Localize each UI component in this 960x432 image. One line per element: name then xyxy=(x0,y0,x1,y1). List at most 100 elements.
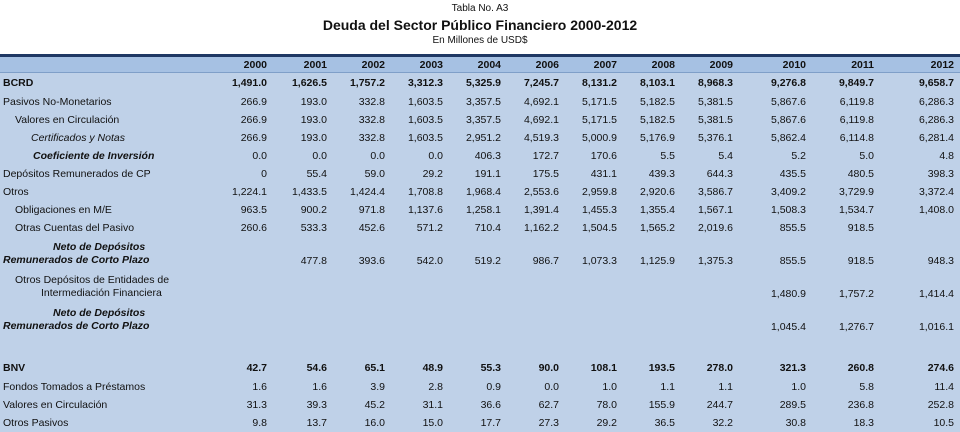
column-header: 2010 xyxy=(739,55,812,73)
value-cell: 175.5 xyxy=(532,168,559,180)
row-label: BNV xyxy=(0,358,215,378)
value-cell: 0.0 xyxy=(370,150,385,162)
value-cell: 45.2 xyxy=(364,399,385,411)
value-cell: 2,959.8 xyxy=(581,186,617,198)
value-cell: 0.0 xyxy=(312,150,327,162)
row-label-line: Pasivos No-Monetarios xyxy=(3,95,112,108)
value-cell: 5.8 xyxy=(859,381,874,393)
value-cell: 5,182.5 xyxy=(639,114,675,126)
value-cell: 918.5 xyxy=(847,255,874,267)
value-cell: 519.2 xyxy=(474,255,501,267)
table-row: Valores en Circulación 266.9 193.0 332.8 1,6… xyxy=(0,111,960,129)
row-label: Fondos Tomados a Préstamos xyxy=(0,378,215,396)
empty-cell xyxy=(507,303,565,336)
value-cell: 986.7 xyxy=(532,255,559,267)
value-cell: 1,045.4 xyxy=(770,321,806,333)
row-label: Valores en Circulación xyxy=(0,111,215,129)
value-cell: 1,757.2 xyxy=(838,288,874,300)
table-row: BNV 42.7 54.6 65.1 48.9 55.3 90.0 108.1 193.5 278… xyxy=(0,358,960,378)
value-cell: 963.5 xyxy=(240,204,267,216)
value-cell: 172.7 xyxy=(532,150,559,162)
row-label-line: Otros Pasivos xyxy=(3,416,69,429)
value-cell: 29.2 xyxy=(596,417,617,429)
row-label: Obligaciones en M/E xyxy=(0,201,215,219)
value-cell: 36.6 xyxy=(480,399,501,411)
value-cell: 1,603.5 xyxy=(407,96,443,108)
value-cell: 1,408.0 xyxy=(918,204,954,216)
row-label: Otros xyxy=(0,183,215,201)
row-label-line: Coeficiente de Inversión xyxy=(33,149,155,162)
value-cell: 855.5 xyxy=(779,255,806,267)
value-cell: 266.9 xyxy=(240,114,267,126)
value-cell: 1,137.6 xyxy=(407,204,443,216)
value-cell: 2,553.6 xyxy=(523,186,559,198)
table-row: Coeficiente de Inversión 0.0 0.0 0.0 0.0 406.… xyxy=(0,147,960,165)
row-label-line: Remunerados de Corto Plazo xyxy=(3,319,150,332)
column-header: 2012 xyxy=(880,55,960,73)
value-cell: 191.1 xyxy=(474,168,501,180)
empty-cell xyxy=(507,270,565,303)
value-cell: 27.3 xyxy=(538,417,559,429)
column-header: 2004 xyxy=(449,55,507,73)
row-label: Otros Depósitos de Entidades de Intermedi… xyxy=(0,270,215,303)
table-row: Obligaciones en M/E 963.5 900.2 971.8 1,137.… xyxy=(0,201,960,219)
value-cell: 1,391.4 xyxy=(523,204,559,216)
row-label-line: Remunerados de Corto Plazo xyxy=(3,253,150,266)
value-cell: 260.6 xyxy=(240,222,267,234)
value-cell: 4.8 xyxy=(939,150,954,162)
value-cell: 1,603.5 xyxy=(407,132,443,144)
empty-cell xyxy=(623,303,681,336)
value-cell: 36.5 xyxy=(654,417,675,429)
value-cell: 29.2 xyxy=(422,168,443,180)
value-cell: 477.8 xyxy=(300,255,327,267)
value-cell: 6,286.3 xyxy=(918,114,954,126)
value-cell: 5.0 xyxy=(859,150,874,162)
value-cell: 10.5 xyxy=(933,417,954,429)
value-cell: 855.5 xyxy=(779,222,806,234)
value-cell: 7,245.7 xyxy=(523,77,559,89)
column-header: 2009 xyxy=(681,55,739,73)
value-cell: 2.8 xyxy=(428,381,443,393)
value-cell: 8,103.1 xyxy=(639,77,675,89)
value-cell: 30.8 xyxy=(785,417,806,429)
row-label-line: Otros xyxy=(3,185,29,198)
value-cell: 1,125.9 xyxy=(639,255,675,267)
value-cell: 5,182.5 xyxy=(639,96,675,108)
value-cell: 244.7 xyxy=(706,399,733,411)
value-cell: 439.3 xyxy=(648,168,675,180)
value-cell: 55.4 xyxy=(306,168,327,180)
value-cell: 5,867.6 xyxy=(770,96,806,108)
empty-cell xyxy=(215,237,273,270)
value-cell: 1,073.3 xyxy=(581,255,617,267)
value-cell: 4,692.1 xyxy=(523,96,559,108)
value-cell: 1,455.3 xyxy=(581,204,617,216)
table-row: Otros 1,224.1 1,433.5 1,424.4 1,708.8 1,968.4… xyxy=(0,183,960,201)
row-label: Otros Pasivos xyxy=(0,414,215,432)
value-cell: 31.3 xyxy=(246,399,267,411)
value-cell: 193.0 xyxy=(300,132,327,144)
value-cell: 11.4 xyxy=(934,381,954,393)
row-label: Certificados y Notas xyxy=(0,129,215,147)
row-label: Depósitos Remunerados de CP xyxy=(0,165,215,183)
value-cell: 321.3 xyxy=(779,362,806,374)
value-cell: 435.5 xyxy=(779,168,806,180)
empty-cell xyxy=(215,303,273,336)
value-cell: 5,862.4 xyxy=(770,132,806,144)
value-cell: 17.7 xyxy=(480,417,501,429)
value-cell: 1,433.5 xyxy=(291,186,327,198)
value-cell: 1,508.3 xyxy=(770,204,806,216)
value-cell: 62.7 xyxy=(538,399,559,411)
value-cell: 1,504.5 xyxy=(581,222,617,234)
empty-cell xyxy=(565,303,623,336)
row-label-line: BCRD xyxy=(3,76,34,89)
value-cell: 393.6 xyxy=(358,255,385,267)
column-header: 2003 xyxy=(391,55,449,73)
value-cell: 278.0 xyxy=(706,362,733,374)
value-cell: 0.9 xyxy=(486,381,501,393)
value-cell: 5,171.5 xyxy=(581,96,617,108)
value-cell: 6,114.8 xyxy=(839,132,874,144)
value-cell: 1,424.4 xyxy=(349,186,385,198)
value-cell: 9,276.8 xyxy=(770,77,806,89)
table-row: Certificados y Notas 266.9 193.0 332.8 1,603… xyxy=(0,129,960,147)
value-cell: 431.1 xyxy=(590,168,617,180)
